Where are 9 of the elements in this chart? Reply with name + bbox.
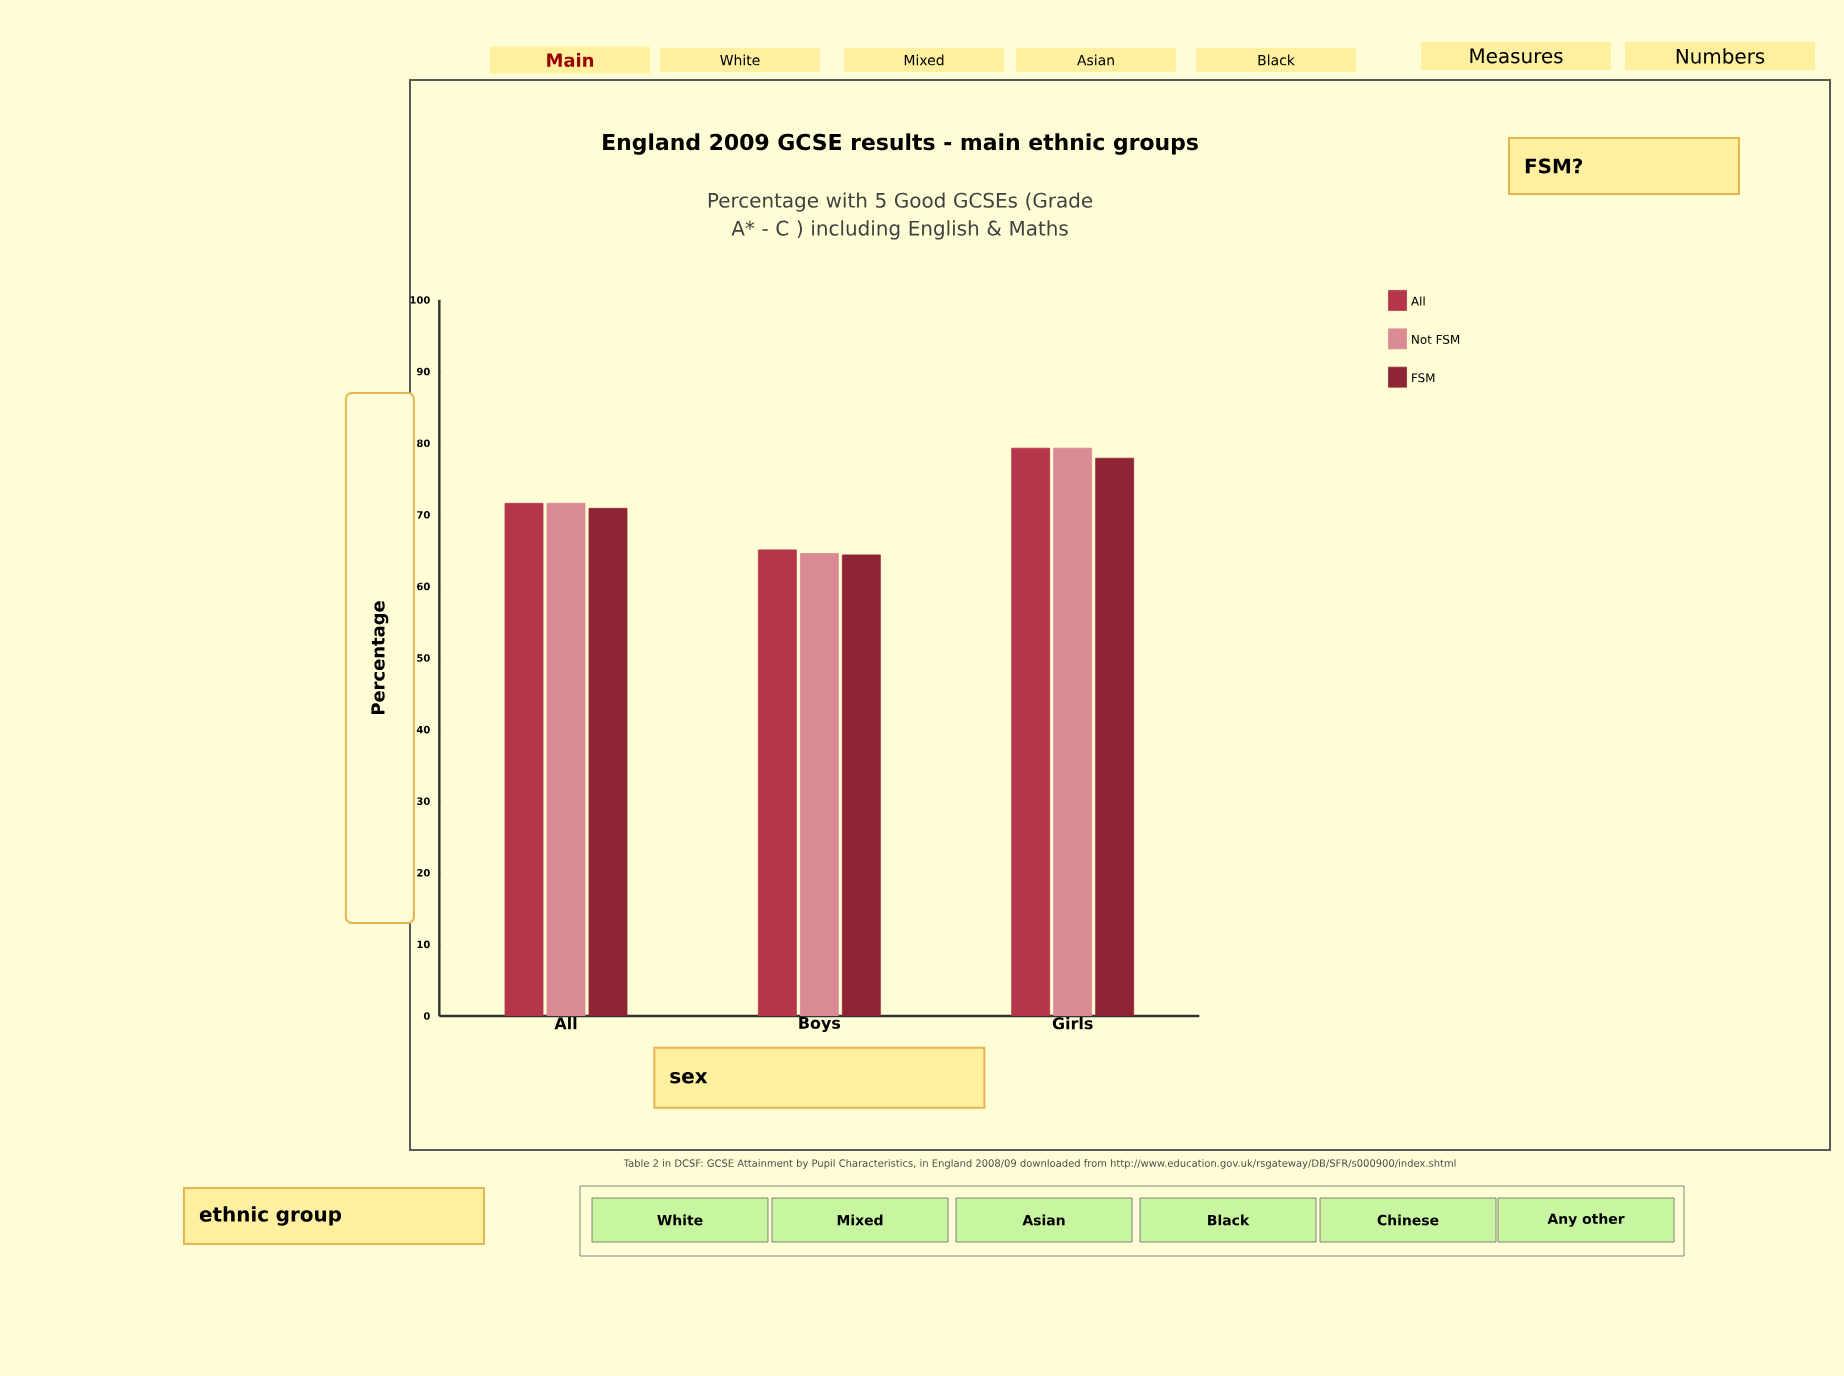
- text: Numbers: [1676, 48, 1765, 64]
- y-axis-title: Percentage: [371, 601, 389, 715]
- text: Main: [547, 53, 594, 67]
- legend-title: FSM?: [1525, 158, 1583, 174]
- chart-subtitle: Percentage with 5 Good GCSEs (Grade A* - C ) including English & Maths: [708, 192, 1093, 240]
- text: ethnic group: [199, 1206, 342, 1226]
- x-axis-title: sex: [670, 1072, 708, 1084]
- chart-title: England 2009 GCSE results - main ethnic groups: [603, 133, 1198, 155]
- text: Measures: [1470, 48, 1563, 64]
